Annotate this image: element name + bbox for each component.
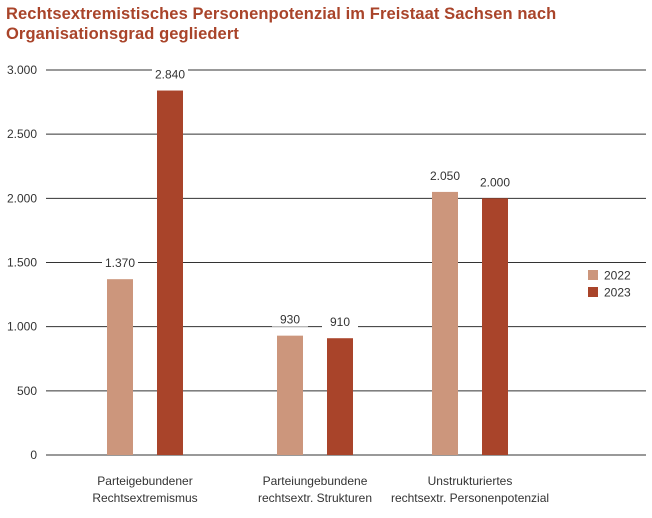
bar-2023 <box>327 338 353 455</box>
data-label: 910 <box>330 315 350 329</box>
data-label: 2.000 <box>480 175 510 189</box>
data-label: 930 <box>280 313 300 327</box>
data-labels: 1.370 930 2.050 2.840 910 2.000 <box>102 65 513 330</box>
data-label: 2.050 <box>430 169 460 183</box>
x-category-label: Parteiungebundene rechtsextr. Strukturen <box>258 474 372 505</box>
y-tick-label: 500 <box>17 384 37 398</box>
y-tick-label: 1.500 <box>7 256 37 270</box>
legend-label: 2023 <box>604 286 631 300</box>
data-label: 1.370 <box>105 256 135 270</box>
legend: 2022 2023 <box>588 269 631 300</box>
y-tick-label: 1.000 <box>7 320 37 334</box>
chart-title: Rechtsextremistisches Personenpotenzial … <box>6 5 557 43</box>
bar-2022 <box>277 335 303 455</box>
x-category-label: Parteigebundener Rechtsextremismus <box>92 474 197 505</box>
data-label-background <box>272 310 308 327</box>
x-axis-category-labels: Parteigebundener Rechtsextremismus Parteiu… <box>92 474 549 505</box>
bar-2022 <box>107 279 133 455</box>
bar-2022 <box>432 191 458 455</box>
legend-swatch-2022 <box>588 270 598 280</box>
data-label-background <box>427 166 463 183</box>
data-label-background <box>477 173 513 190</box>
data-label: 2.840 <box>155 68 185 82</box>
legend-label: 2022 <box>604 269 631 283</box>
y-tick-label: 2.500 <box>7 127 37 141</box>
x-category-label: Unstrukturiertes rechtsextr. Personenpote… <box>391 474 549 505</box>
y-axis-tick-labels: 0 500 1.000 1.500 2.000 2.500 3.000 <box>7 63 37 462</box>
bar-2023 <box>482 198 508 456</box>
y-tick-label: 2.000 <box>7 191 37 205</box>
y-tick-label: 3.000 <box>7 63 37 77</box>
data-label-background <box>322 313 358 330</box>
bar-2023 <box>157 90 183 456</box>
data-label-background <box>102 254 138 271</box>
y-tick-label: 0 <box>30 448 37 462</box>
legend-swatch-2023 <box>588 287 598 297</box>
bars <box>107 90 508 456</box>
data-label-background <box>152 65 188 82</box>
gridlines <box>46 69 646 456</box>
